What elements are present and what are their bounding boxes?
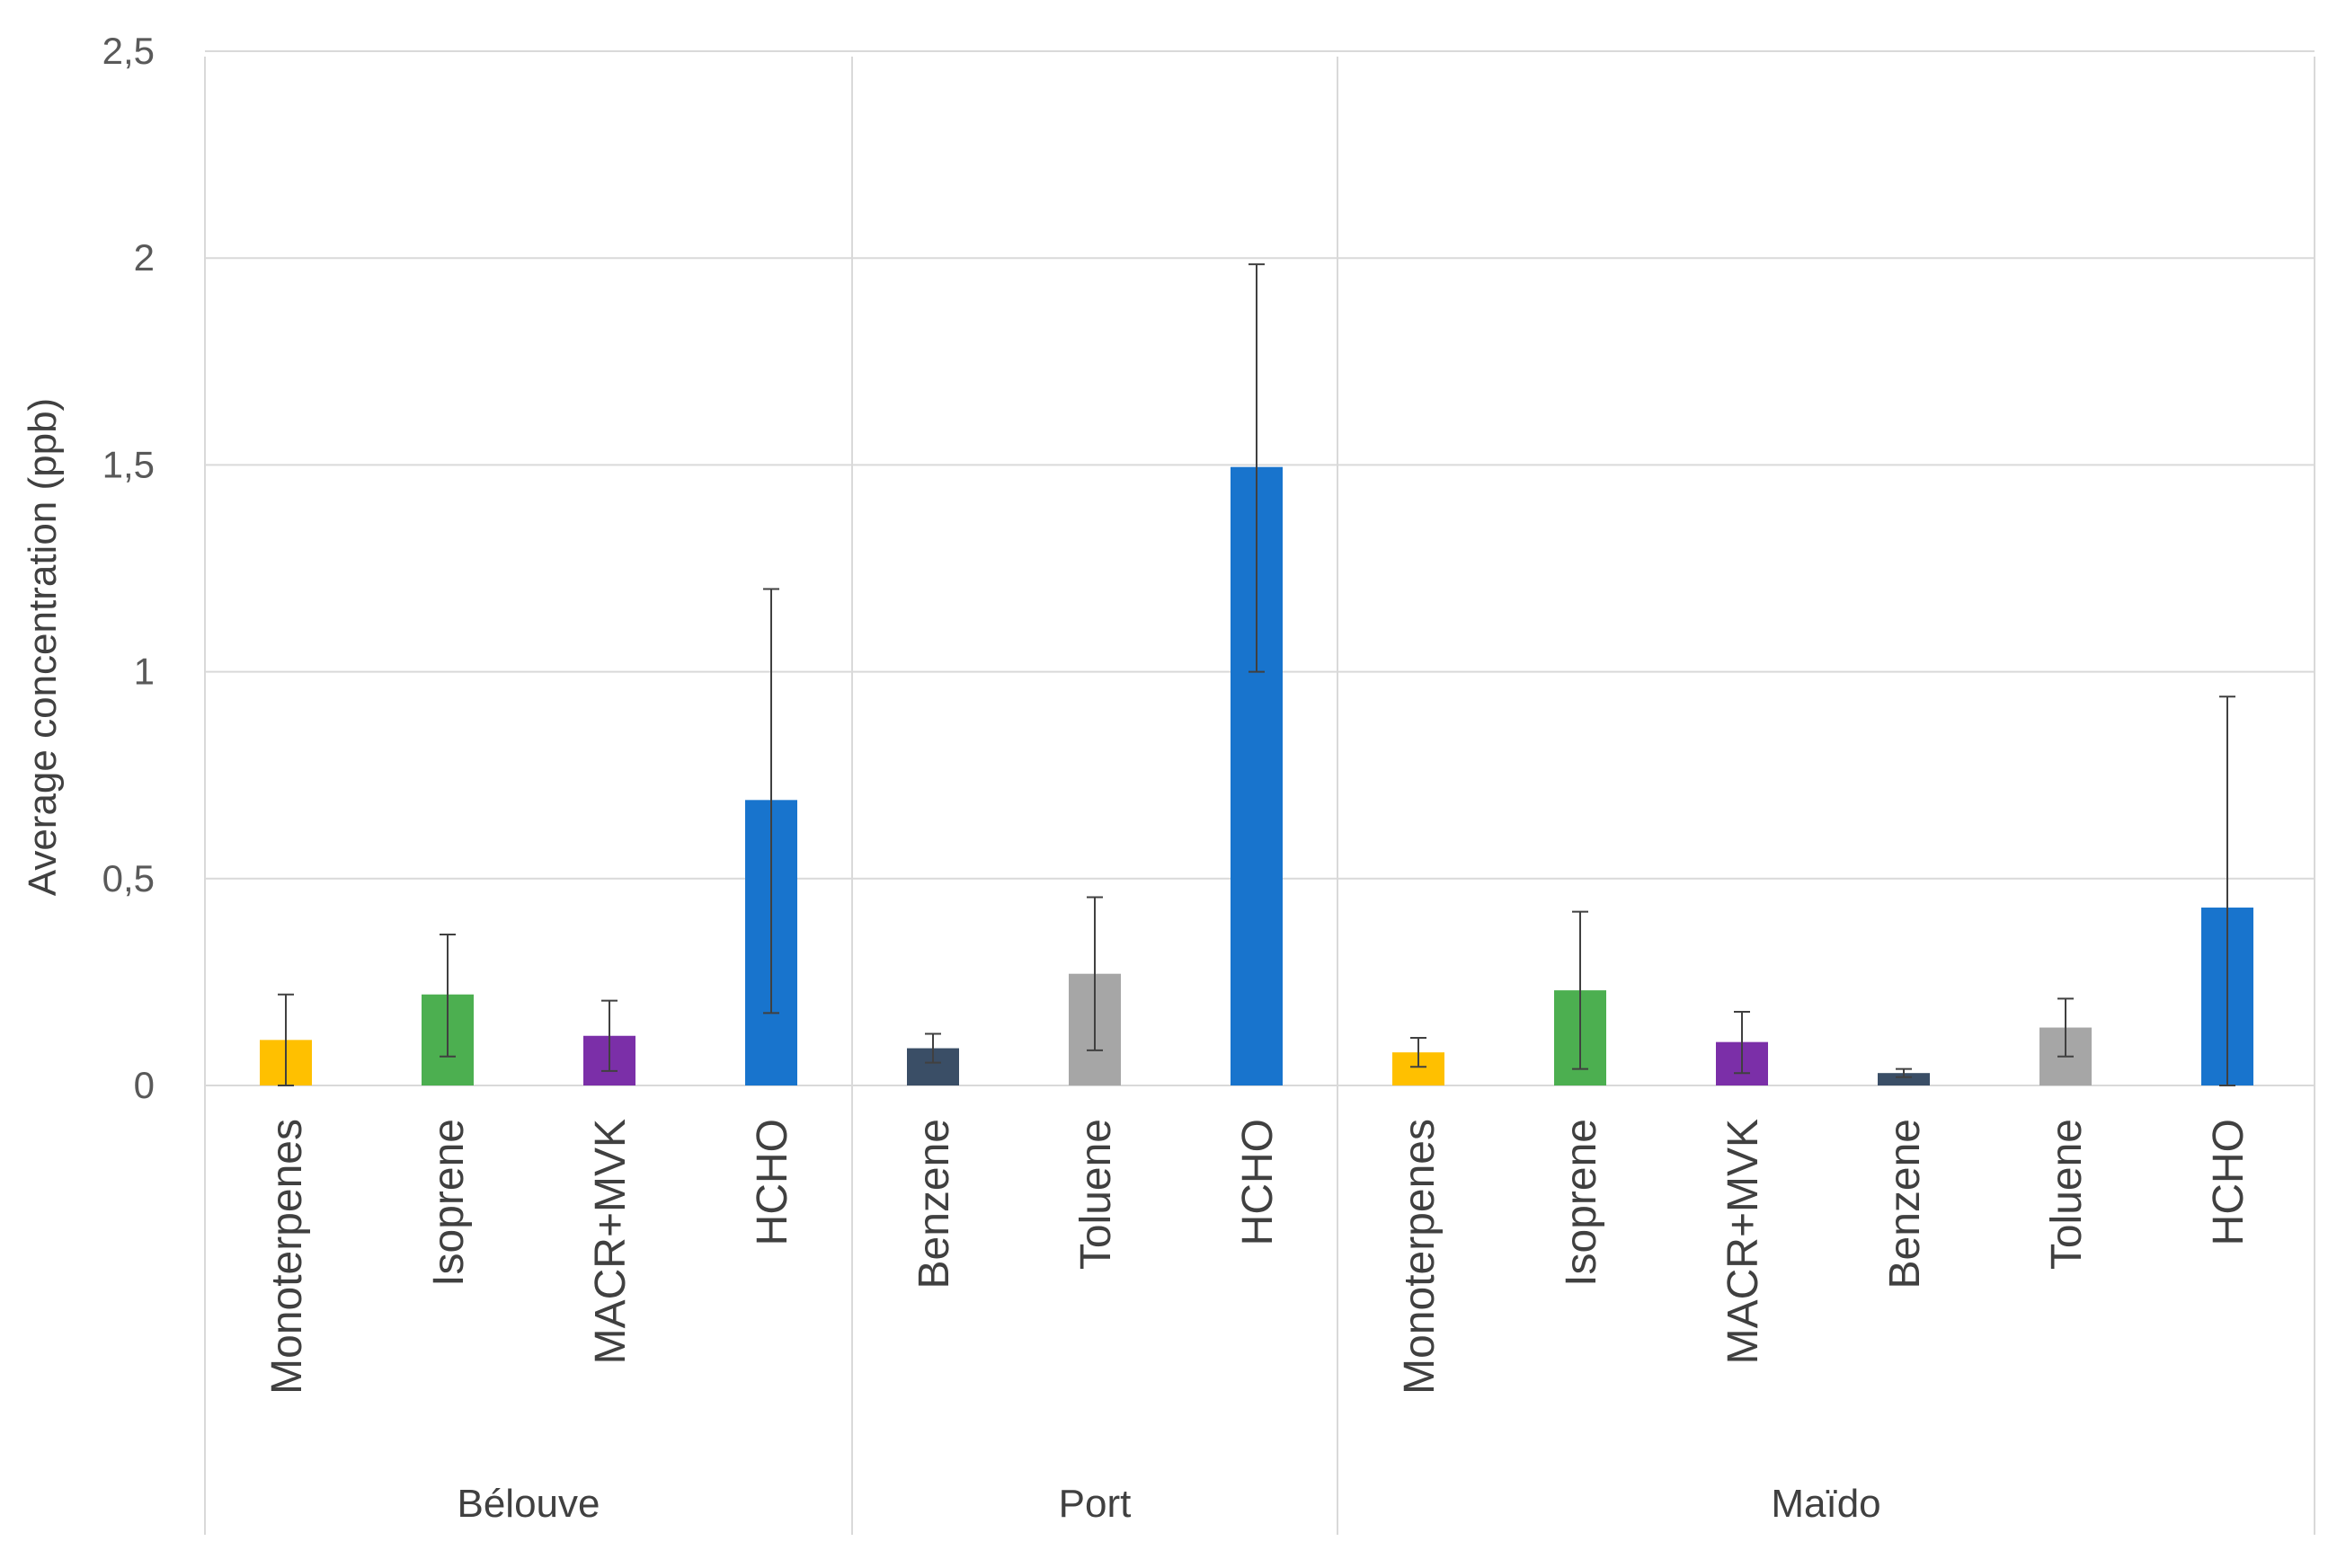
category-label: Toluene (1072, 1119, 1120, 1270)
category-label: HCHO (1234, 1119, 1282, 1245)
y-tick-label: 0 (134, 1064, 155, 1106)
category-label: MACR+MVK (587, 1119, 635, 1364)
group-label: Bélouve (457, 1482, 600, 1526)
category-labels: Monoterpenes Isoprene MACR+MVK HCHO Benzene T… (263, 1119, 2253, 1395)
bars (260, 466, 2253, 1085)
y-tick-label: 0,5 (102, 857, 155, 899)
group-labels: Bélouve Port Maïdo (457, 1482, 1880, 1526)
y-tick-label: 2 (134, 236, 155, 279)
category-label: Isoprene (1558, 1119, 1605, 1287)
group-separators (204, 57, 2315, 1535)
bar (1878, 1073, 1930, 1085)
error-bars (278, 263, 2235, 1086)
y-axis-title: Average concentration (ppb) (21, 398, 65, 896)
category-label: Monoterpenes (1396, 1119, 1444, 1395)
category-label: Monoterpenes (263, 1119, 311, 1395)
category-label: Toluene (2043, 1119, 2091, 1270)
y-tick-label: 1,5 (102, 443, 155, 485)
group-label: Maïdo (1771, 1482, 1880, 1526)
category-label: Benzene (911, 1119, 958, 1289)
category-label: HCHO (749, 1119, 796, 1245)
group-label: Port (1059, 1482, 1132, 1526)
y-tick-labels: 0 0,5 1 1,5 2 2,5 (102, 30, 155, 1106)
category-label: HCHO (2205, 1119, 2253, 1245)
y-tick-label: 2,5 (102, 30, 155, 72)
category-label: Isoprene (425, 1119, 473, 1287)
category-label: MACR+MVK (1719, 1119, 1767, 1364)
y-tick-label: 1 (134, 651, 155, 693)
category-label: Benzene (1881, 1119, 1929, 1289)
